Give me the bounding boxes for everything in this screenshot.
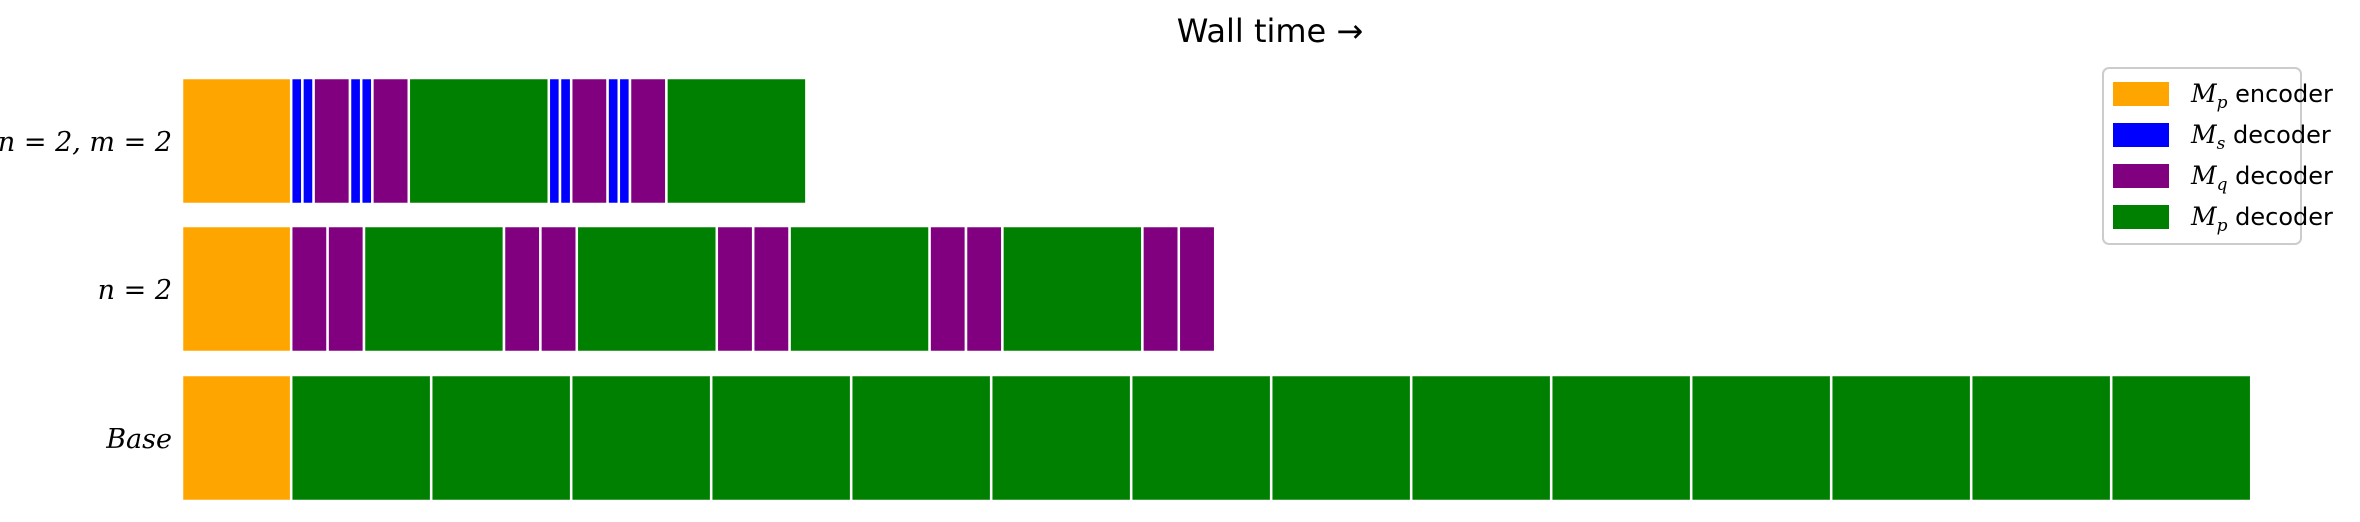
legend-label: Ms decoder	[2190, 120, 2331, 154]
segment-mq-decoder	[751, 224, 791, 354]
row-label: Base	[105, 424, 172, 455]
segment-mp-decoder	[1969, 373, 2113, 503]
legend-swatch	[2113, 205, 2169, 229]
legend-item: Mp encoder	[2113, 79, 2333, 113]
legend-item: Mq decoder	[2113, 161, 2333, 195]
segment-mp-decoder	[1549, 373, 1693, 503]
segment-mq-decoder	[502, 224, 542, 354]
segment-mq-decoder	[1141, 224, 1181, 354]
legend-swatch	[2113, 164, 2169, 188]
legend-item: Mp decoder	[2113, 202, 2333, 236]
segment-ms-decoder	[606, 76, 621, 206]
segment-mp-decoder	[569, 373, 713, 503]
segment-mp-decoder	[362, 224, 506, 354]
legend-label: Mq decoder	[2190, 161, 2333, 195]
segment-encoder	[180, 373, 293, 503]
legend-item: Ms decoder	[2113, 120, 2331, 154]
legend-box	[2102, 67, 2302, 245]
segment-mp-decoder	[1829, 373, 1973, 503]
row-label: n = 2, m = 2	[0, 127, 172, 158]
segment-mp-decoder	[788, 224, 931, 354]
segment-mq-decoder	[1177, 224, 1217, 354]
segment-mq-decoder	[326, 224, 366, 354]
segment-mq-decoder	[539, 224, 579, 354]
segment-mp-decoder	[429, 373, 573, 503]
segment-mp-decoder	[1269, 373, 1413, 503]
timeline-rows: n = 2, m = 2 n = 2 Base	[0, 76, 2253, 503]
legend-swatch	[2113, 82, 2169, 106]
segment-mp-decoder	[1409, 373, 1553, 503]
segment-mp-decoder	[709, 373, 853, 503]
legend: Mp encoder Ms decoder Mq decoder Mp decoder	[2102, 67, 2333, 245]
legend-label: Mp encoder	[2190, 79, 2333, 113]
segment-ms-decoder	[617, 76, 632, 206]
segment-mq-decoder	[964, 224, 1004, 354]
segment-mp-decoder	[989, 373, 1133, 503]
timeline-row: Base	[105, 373, 2253, 503]
segment-mp-decoder	[1129, 373, 1273, 503]
segment-mp-decoder	[289, 373, 433, 503]
segment-mq-decoder	[628, 76, 668, 206]
segment-encoder	[180, 76, 293, 206]
legend-swatch	[2113, 123, 2169, 147]
segment-mp-decoder	[665, 76, 808, 206]
timeline-row: n = 2, m = 2	[0, 76, 808, 206]
segment-mp-decoder	[575, 224, 719, 354]
segment-ms-decoder	[301, 76, 315, 206]
segment-mp-decoder	[849, 373, 993, 503]
segment-mq-decoder	[715, 224, 755, 354]
segment-mp-decoder	[407, 76, 551, 206]
row-label: n = 2	[98, 275, 172, 306]
legend-label: Mp decoder	[2190, 202, 2333, 236]
segment-mp-decoder	[1689, 373, 1833, 503]
segment-mp-decoder	[2109, 373, 2253, 503]
segment-ms-decoder	[348, 76, 363, 206]
segment-encoder	[180, 224, 293, 354]
segment-ms-decoder	[547, 76, 562, 206]
segment-mq-decoder	[312, 76, 352, 206]
timeline-row: n = 2	[98, 224, 1217, 354]
chart-title: Wall time →	[1177, 12, 1363, 50]
segment-mq-decoder	[928, 224, 968, 354]
segment-mq-decoder	[289, 224, 329, 354]
segment-mp-decoder	[1001, 224, 1144, 354]
segment-ms-decoder	[558, 76, 573, 206]
segment-mq-decoder	[569, 76, 609, 206]
segment-mq-decoder	[371, 76, 411, 206]
segment-ms-decoder	[289, 76, 304, 206]
segment-ms-decoder	[359, 76, 374, 206]
